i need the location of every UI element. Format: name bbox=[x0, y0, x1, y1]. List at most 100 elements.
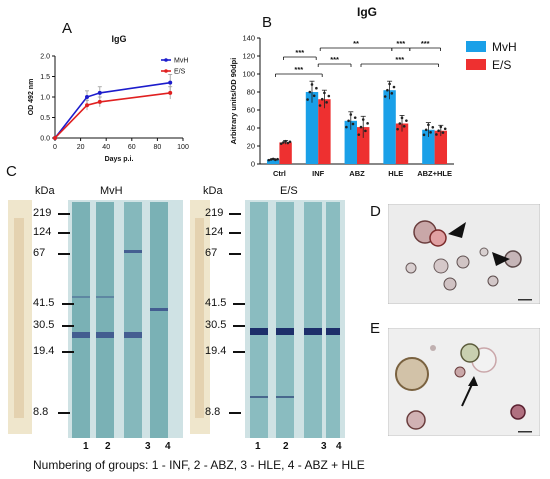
micrograph-e bbox=[388, 328, 540, 436]
chart-b-datapoint bbox=[308, 90, 312, 94]
chart-b-ylabel: Arbitrary units/OD 90dpi bbox=[229, 58, 238, 145]
mw-marker-dash-left bbox=[62, 351, 74, 353]
figure-caption: Numbering of groups: 1 - INF, 2 - ABZ, 3… bbox=[33, 458, 365, 472]
bar-chart-igg-arbitrary-units: IgG 0 20 40 60 80 100 120 140 Arbitrary units/OD … bbox=[229, 5, 517, 177]
chart-b-sig-label: *** bbox=[294, 65, 303, 74]
chart-b-sig-label: *** bbox=[330, 55, 339, 64]
lane-number-left-2: 2 bbox=[105, 441, 111, 452]
mw-marker-right: 41.5 bbox=[205, 297, 227, 309]
chart-b-datapoint bbox=[386, 88, 389, 92]
chart-b-legend-swatch bbox=[466, 59, 486, 70]
chart-b-datapoint bbox=[351, 122, 355, 126]
chart-b-bar bbox=[395, 123, 409, 164]
chart-a-xtick-label: 20 bbox=[77, 144, 85, 151]
chart-a-series-line bbox=[54, 81, 171, 139]
chart-a-legend-label: E/S bbox=[174, 69, 186, 76]
lane-number-right-2: 2 bbox=[283, 441, 289, 452]
mw-marker-left: 124 bbox=[33, 226, 52, 238]
chart-b-bar bbox=[383, 90, 396, 164]
chart-a-xtick-label: 40 bbox=[102, 144, 110, 151]
mw-marker-dash-right bbox=[229, 253, 241, 255]
chart-b-ytick-label: 0 bbox=[251, 160, 255, 169]
lane-number-right-1: 1 bbox=[255, 441, 261, 452]
chart-b-sig-label: *** bbox=[295, 48, 304, 57]
blot-title-es: E/S bbox=[280, 185, 298, 197]
mw-marker-right: 30.5 bbox=[205, 319, 227, 331]
chart-b-sig-label: *** bbox=[395, 55, 404, 64]
blot-title-mvh: MvH bbox=[100, 185, 123, 197]
chart-a-xtick-label: 60 bbox=[128, 144, 136, 151]
chart-b-sig-label: *** bbox=[421, 39, 430, 48]
chart-b-datapoint bbox=[282, 141, 285, 144]
chart-b-datapoint bbox=[357, 133, 361, 136]
chart-b-ytick-label: 120 bbox=[242, 52, 255, 61]
chart-a-point bbox=[97, 90, 102, 95]
mw-marker-dash-left bbox=[62, 325, 74, 327]
lane-number-right-4: 4 bbox=[336, 441, 342, 452]
chart-b-bar bbox=[318, 99, 331, 164]
chart-b-datapoint bbox=[422, 133, 426, 137]
mw-marker-left: 19.4 bbox=[33, 345, 55, 357]
chart-a-xtick-label: 80 bbox=[154, 144, 162, 151]
chart-b-bar bbox=[344, 120, 357, 164]
chart-a-legend-dot bbox=[164, 69, 168, 73]
chart-b-bar bbox=[357, 127, 370, 164]
chart-b-datapoint bbox=[390, 92, 394, 95]
chart-b-datapoint bbox=[276, 157, 279, 161]
chart-b-datapoint bbox=[347, 119, 350, 123]
chart-a-ytick-label: 0.0 bbox=[40, 136, 50, 143]
mw-marker-right: 67 bbox=[205, 247, 218, 259]
mw-marker-dash-right bbox=[229, 412, 241, 414]
chart-b-datapoint bbox=[312, 94, 316, 98]
chart-a-xtick-label: 0 bbox=[53, 144, 57, 151]
mw-marker-left: 30.5 bbox=[33, 319, 55, 331]
chart-b-bar bbox=[266, 159, 280, 164]
chart-b-datapoint bbox=[359, 125, 363, 129]
marker-strip-left-stain bbox=[14, 218, 24, 418]
mw-marker-dash-right bbox=[229, 232, 241, 234]
chart-b-datapoint bbox=[441, 131, 445, 134]
chart-a-ytick-label: 1.0 bbox=[40, 95, 50, 102]
chart-b-datapoint bbox=[366, 122, 369, 125]
lane-number-left-1: 1 bbox=[83, 441, 89, 452]
mw-marker-right: 124 bbox=[205, 226, 224, 238]
mw-marker-dash-left bbox=[58, 213, 70, 215]
chart-b-datapoint bbox=[398, 122, 402, 125]
chart-a-ytick-label: 1.5 bbox=[40, 74, 50, 81]
chart-b-datapoint bbox=[424, 128, 428, 132]
panel-label-d: D bbox=[370, 203, 381, 220]
blot-bands-right bbox=[250, 328, 340, 398]
chart-b-datapoint bbox=[435, 133, 438, 136]
chart-b-bar bbox=[279, 142, 292, 164]
mw-marker-left: 8.8 bbox=[33, 406, 49, 418]
marker-strip-right-stain bbox=[195, 218, 204, 418]
chart-b-datapoint bbox=[439, 125, 443, 129]
chart-b-datapoint bbox=[429, 131, 432, 134]
chart-a-point bbox=[168, 80, 173, 85]
chart-b-category-label: INF bbox=[312, 169, 325, 177]
kda-label-left: kDa bbox=[35, 185, 55, 197]
chart-b-datapoint bbox=[267, 158, 271, 162]
chart-b-sig-label: ** bbox=[353, 39, 359, 48]
mw-marker-dash-left bbox=[58, 412, 70, 414]
chart-b-datapoint bbox=[286, 141, 290, 145]
panel-label-c: C bbox=[6, 163, 17, 180]
chart-b-datapoint bbox=[353, 116, 357, 119]
lane-number-right-3: 3 bbox=[321, 441, 327, 452]
chart-a-legend-dot bbox=[164, 58, 168, 62]
chart-b-datapoint bbox=[388, 82, 391, 86]
chart-b-datapoint bbox=[284, 139, 287, 143]
chart-b-datapoint bbox=[306, 98, 309, 101]
chart-a-xtick-label: 100 bbox=[177, 144, 189, 151]
western-blot-panel bbox=[8, 200, 345, 438]
chart-b-datapoint bbox=[288, 140, 292, 144]
chart-b-bar bbox=[305, 92, 319, 164]
chart-b-category-label: Ctrl bbox=[273, 169, 286, 177]
chart-b-category-label: HLE bbox=[388, 169, 403, 177]
chart-b-category-label: ABZ bbox=[349, 169, 365, 177]
chart-b-datapoint bbox=[364, 129, 367, 133]
chart-a-point bbox=[85, 95, 89, 99]
chart-b-datapoint bbox=[323, 91, 326, 95]
chart-b-title: IgG bbox=[357, 5, 377, 19]
chart-b-ytick-label: 20 bbox=[247, 142, 255, 151]
